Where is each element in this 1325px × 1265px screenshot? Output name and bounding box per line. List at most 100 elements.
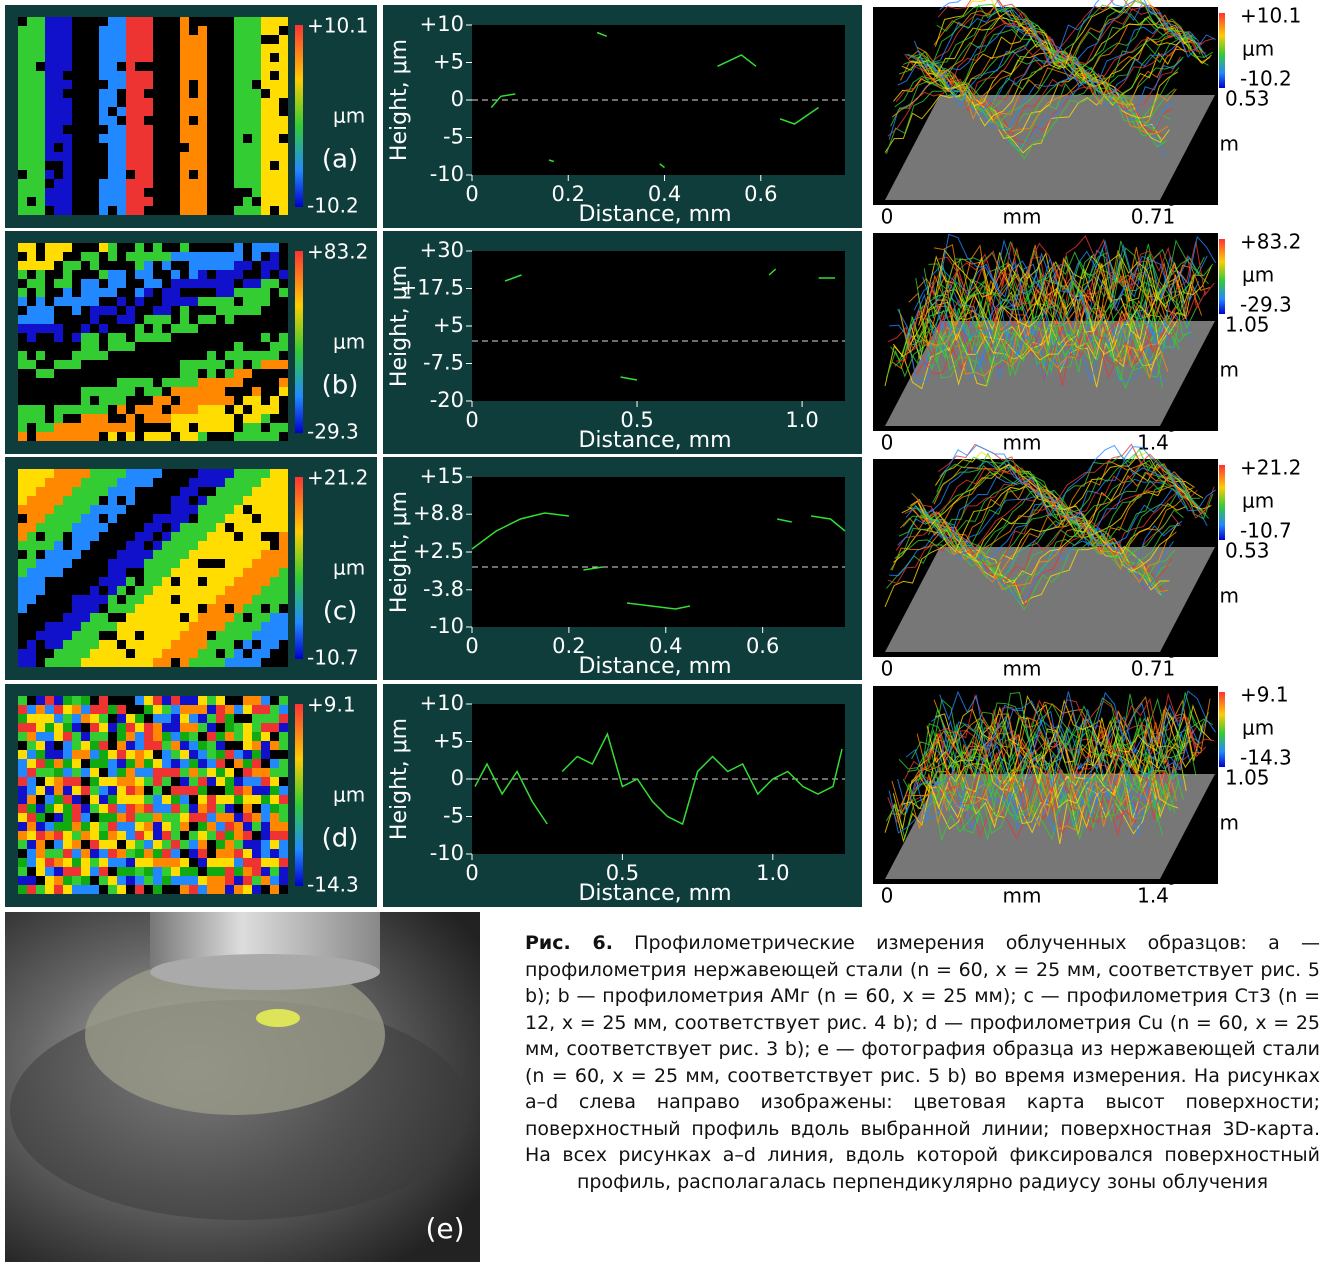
map-cell bbox=[99, 777, 108, 786]
map-cell bbox=[36, 324, 45, 333]
map-cell bbox=[135, 261, 144, 270]
map-cell bbox=[180, 71, 189, 80]
map-cell bbox=[90, 732, 99, 741]
map-cell bbox=[234, 333, 243, 342]
map-cell bbox=[153, 297, 162, 306]
map-cell bbox=[18, 714, 27, 723]
map-cell bbox=[162, 306, 171, 315]
map-cell bbox=[207, 315, 216, 324]
map-cell bbox=[108, 288, 117, 297]
map-cell bbox=[117, 206, 126, 215]
map-cell bbox=[207, 26, 216, 35]
map-cell bbox=[45, 161, 54, 170]
map-cell bbox=[243, 867, 252, 876]
map-cell bbox=[99, 867, 108, 876]
map-cell bbox=[54, 705, 63, 714]
map-cell bbox=[99, 714, 108, 723]
map-cell bbox=[72, 795, 81, 804]
map-cell bbox=[108, 89, 117, 98]
map-cell bbox=[180, 35, 189, 44]
map-cell bbox=[162, 369, 171, 378]
map-cell bbox=[99, 696, 108, 705]
y-end: 1.05 bbox=[1225, 766, 1270, 790]
map-cell bbox=[54, 243, 63, 252]
map-cell bbox=[198, 405, 207, 414]
map-cell bbox=[252, 143, 261, 152]
map-cell bbox=[117, 777, 126, 786]
map-cell bbox=[108, 876, 117, 885]
map-cell bbox=[27, 170, 36, 179]
map-cell bbox=[279, 514, 288, 523]
map-cell bbox=[54, 143, 63, 152]
map-cell bbox=[18, 759, 27, 768]
map-cell bbox=[36, 333, 45, 342]
map-cell bbox=[180, 514, 189, 523]
map-cell bbox=[27, 324, 36, 333]
map-cell bbox=[171, 53, 180, 62]
map-cell bbox=[207, 71, 216, 80]
map-cell bbox=[108, 26, 117, 35]
map-cell bbox=[18, 696, 27, 705]
map-cell bbox=[54, 586, 63, 595]
map-cell bbox=[90, 786, 99, 795]
map-cell bbox=[144, 849, 153, 858]
map-cell bbox=[234, 840, 243, 849]
map-cell bbox=[162, 777, 171, 786]
map-cell bbox=[81, 840, 90, 849]
map-cell bbox=[198, 71, 207, 80]
map-cell bbox=[144, 804, 153, 813]
map-cell bbox=[234, 396, 243, 405]
map-cell bbox=[126, 550, 135, 559]
map-cell bbox=[225, 885, 234, 894]
map-cell bbox=[63, 613, 72, 622]
map-cell bbox=[252, 759, 261, 768]
map-cell bbox=[36, 423, 45, 432]
map-cell bbox=[36, 714, 45, 723]
map-cell bbox=[81, 849, 90, 858]
map-cell bbox=[18, 831, 27, 840]
map-cell bbox=[90, 469, 99, 478]
map-cell bbox=[171, 595, 180, 604]
map-cell bbox=[117, 768, 126, 777]
map-cell bbox=[27, 243, 36, 252]
map-cell bbox=[279, 315, 288, 324]
map-cell bbox=[45, 270, 54, 279]
map-cell bbox=[117, 170, 126, 179]
map-cell bbox=[180, 188, 189, 197]
map-cell bbox=[108, 333, 117, 342]
map-cell bbox=[198, 777, 207, 786]
map-cell bbox=[99, 786, 108, 795]
map-cell bbox=[117, 658, 126, 667]
map-cell bbox=[225, 26, 234, 35]
map-cell bbox=[63, 496, 72, 505]
map-cell bbox=[72, 80, 81, 89]
map-cell bbox=[162, 723, 171, 732]
y-tick-label: +30 bbox=[420, 238, 464, 262]
map-cell bbox=[117, 469, 126, 478]
map-cell bbox=[90, 116, 99, 125]
map-cell bbox=[225, 306, 234, 315]
map-cell bbox=[261, 35, 270, 44]
map-cell bbox=[99, 315, 108, 324]
map-cell bbox=[126, 342, 135, 351]
map-cell bbox=[144, 306, 153, 315]
map-cell bbox=[135, 631, 144, 640]
map-cell bbox=[81, 170, 90, 179]
caption-text: Профилометрические измерения облученных … bbox=[525, 932, 1320, 1193]
map-cell bbox=[270, 804, 279, 813]
map-cell bbox=[279, 152, 288, 161]
map-cell bbox=[189, 170, 198, 179]
map-cell bbox=[54, 188, 63, 197]
map-cell bbox=[216, 261, 225, 270]
map-cell bbox=[198, 705, 207, 714]
map-cell bbox=[243, 378, 252, 387]
map-cell bbox=[36, 206, 45, 215]
map-cell bbox=[99, 804, 108, 813]
map-cell bbox=[90, 505, 99, 514]
map-cell bbox=[72, 89, 81, 98]
map-cell bbox=[63, 44, 72, 53]
map-cell bbox=[207, 62, 216, 71]
map-cell bbox=[18, 523, 27, 532]
map-cell bbox=[252, 714, 261, 723]
map-cell bbox=[117, 559, 126, 568]
